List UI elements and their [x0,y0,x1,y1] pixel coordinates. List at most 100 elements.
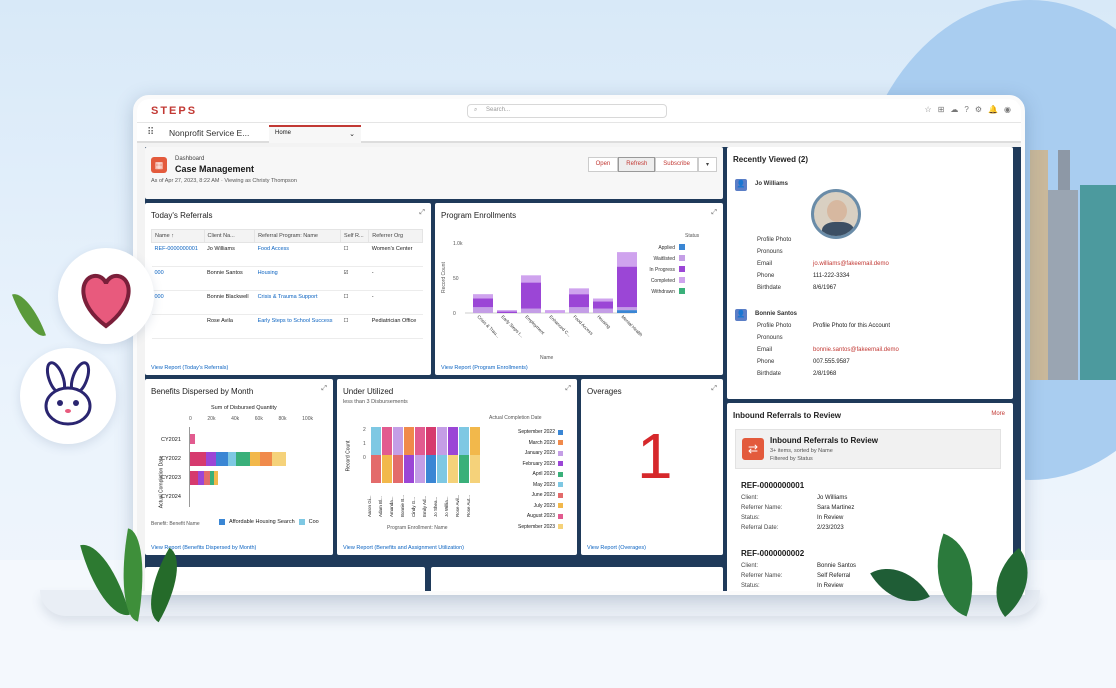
program-link[interactable]: Early Steps to School Success [254,314,341,339]
client-name: Bonnie Blackwell [204,290,255,315]
contact-name-link[interactable]: Jo Williams [755,181,788,187]
tick-label: Jo Willia... [444,496,449,517]
expand-icon[interactable]: ⤢ [419,209,425,216]
x-labels: Aaron Gi... Adam Bl... Amanda... Bonnie … [367,487,487,517]
bar-segment [459,427,469,455]
bar-segment [190,434,195,444]
tick-label: 80k [278,416,287,422]
referral-name-link[interactable]: 000 [151,290,205,315]
x-axis-label: Program Enrollment: Name [387,525,448,531]
legend-item: April 2023 [497,469,563,480]
avatar[interactable]: ◉ [1004,105,1011,114]
column-header[interactable]: Client Na... [203,229,256,243]
column-header[interactable]: Name ↑ [151,229,205,243]
referral-name-link[interactable]: REF-0000000001 [151,242,205,267]
global-search-input[interactable]: ⌕ Search... [467,104,667,118]
program-link[interactable]: Housing [254,266,341,291]
open-button[interactable]: Open [587,157,619,172]
app-name: Nonprofit Service E... [169,128,250,138]
bottom-card [431,567,723,591]
legend-label: Benefit: Benefit Name [151,521,200,527]
category-label: Food Access [572,314,594,336]
field-label: Phone [757,273,775,279]
program-link[interactable]: Crisis & Trauma Support [254,290,341,315]
more-actions-button[interactable]: ▾ [697,157,717,172]
list-sub: 3+ items, sorted by Name [770,448,833,454]
tick-label: Rose Aut... [466,494,471,517]
referral-id[interactable]: REF-0000000001 [741,481,805,490]
bar-segment [497,311,517,313]
program-enrollments-card: Program Enrollments ⤢ 0 50 1.0k Record Coun… [435,203,723,375]
view-report-link[interactable]: View Report (Overages) [587,545,646,551]
tick-label: CY2024 [161,494,181,500]
tick-label: 40k [231,416,240,422]
contact-name-link[interactable]: Bonnie Santos [755,311,798,317]
expand-icon[interactable]: ⤢ [565,385,571,392]
under-bars [371,427,481,483]
column-header[interactable]: Self R... [340,229,370,243]
benefits-card: Benefits Dispersed by Month ⤢ Sum of Dis… [145,379,333,555]
referral-name-link[interactable]: 000 [151,266,205,291]
tick-label: Amanda... [389,496,394,517]
subscribe-button[interactable]: Subscribe [655,157,698,172]
legend-item: Coo [308,519,319,525]
app-launcher-icon[interactable]: ⠿ [147,127,155,138]
view-report-link[interactable]: View Report (Benefits and Assignment Uti… [343,545,464,551]
more-link[interactable]: More [991,411,1005,417]
table-header-row: Name ↑ Client Na... Referral Program: Na… [151,229,423,243]
y-tick-label: 0 [453,311,456,317]
program-link[interactable]: Food Access [254,242,341,267]
field-label: Birthdate [757,285,782,291]
field-label: Phone [757,359,775,365]
table-row: 000 Bonnie Santos Housing ☑ - [151,266,423,291]
field-label: Email [757,261,773,267]
tick-label: Cindy G... [411,496,416,517]
legend-item: September 2022 [497,427,563,438]
legend-swatch [679,277,685,283]
expand-icon[interactable]: ⤢ [321,385,327,392]
dashboard-icon: ▦ [151,157,167,173]
field-label: Pronouns [757,249,783,255]
bar-segment [470,427,480,455]
gear-icon[interactable]: ⚙ [974,105,983,114]
chevron-down-icon[interactable]: ⌄ [349,131,355,138]
bell-icon[interactable]: 🔔 [988,105,999,114]
referrals-table: Name ↑ Client Na... Referral Program: Na… [151,229,423,339]
expand-icon[interactable]: ⤢ [711,209,717,216]
tab-home-label: Home [275,130,292,136]
add-icon[interactable]: ⊞ [937,105,945,114]
legend-item: February 2023 [497,459,563,470]
view-report-link[interactable]: View Report (Benefits Dispersed by Month… [151,545,257,551]
tab-home[interactable]: Home ⌄ [269,125,361,143]
view-report-link[interactable]: View Report (Program Enrollments) [441,365,528,371]
column-header[interactable]: Referrer Org [368,229,423,243]
dashboard-buttons: Open Refresh Subscribe ▾ [587,157,717,172]
birthdate-value: 8/6/1967 [813,285,837,291]
referral-name-link[interactable] [151,314,205,339]
field-label: Status: [741,583,760,589]
inbound-referrals-card: Inbound Referrals to Review More ⇄ Inbou… [727,403,1013,591]
client-name: Jo Williams [204,242,255,267]
bar-segment [448,427,458,455]
help-icon[interactable]: ? [964,105,969,114]
legend-item: Applied [658,245,675,251]
legend-item: January 2023 [497,448,563,459]
view-report-link[interactable]: View Report (Today's Referrals) [151,365,229,371]
email-link[interactable]: jo.williams@fakeemail.demo [813,261,889,267]
client-name: Bonnie Santos [204,266,255,291]
tick-label: 0 [189,416,192,422]
favorites-icon[interactable]: ☆ [924,105,932,114]
refresh-button[interactable]: Refresh [618,157,656,172]
expand-icon[interactable]: ⤢ [711,385,717,392]
bar-segment [371,427,381,455]
field-label: Client: [741,563,759,569]
contact-icon: 👤 [735,179,747,191]
referral-id[interactable]: REF-0000000002 [741,549,805,558]
column-header[interactable]: Referral Program: Name [254,229,342,243]
self-referral-checkbox: ☐ [340,242,369,267]
trailhead-icon[interactable]: ☁ [950,105,959,114]
bar-segment [617,266,637,308]
email-link[interactable]: bonnie.santos@fakeemail.demo [813,347,899,353]
tick-label: Bonnie B... [400,494,405,517]
card-title: Overages [587,387,622,396]
